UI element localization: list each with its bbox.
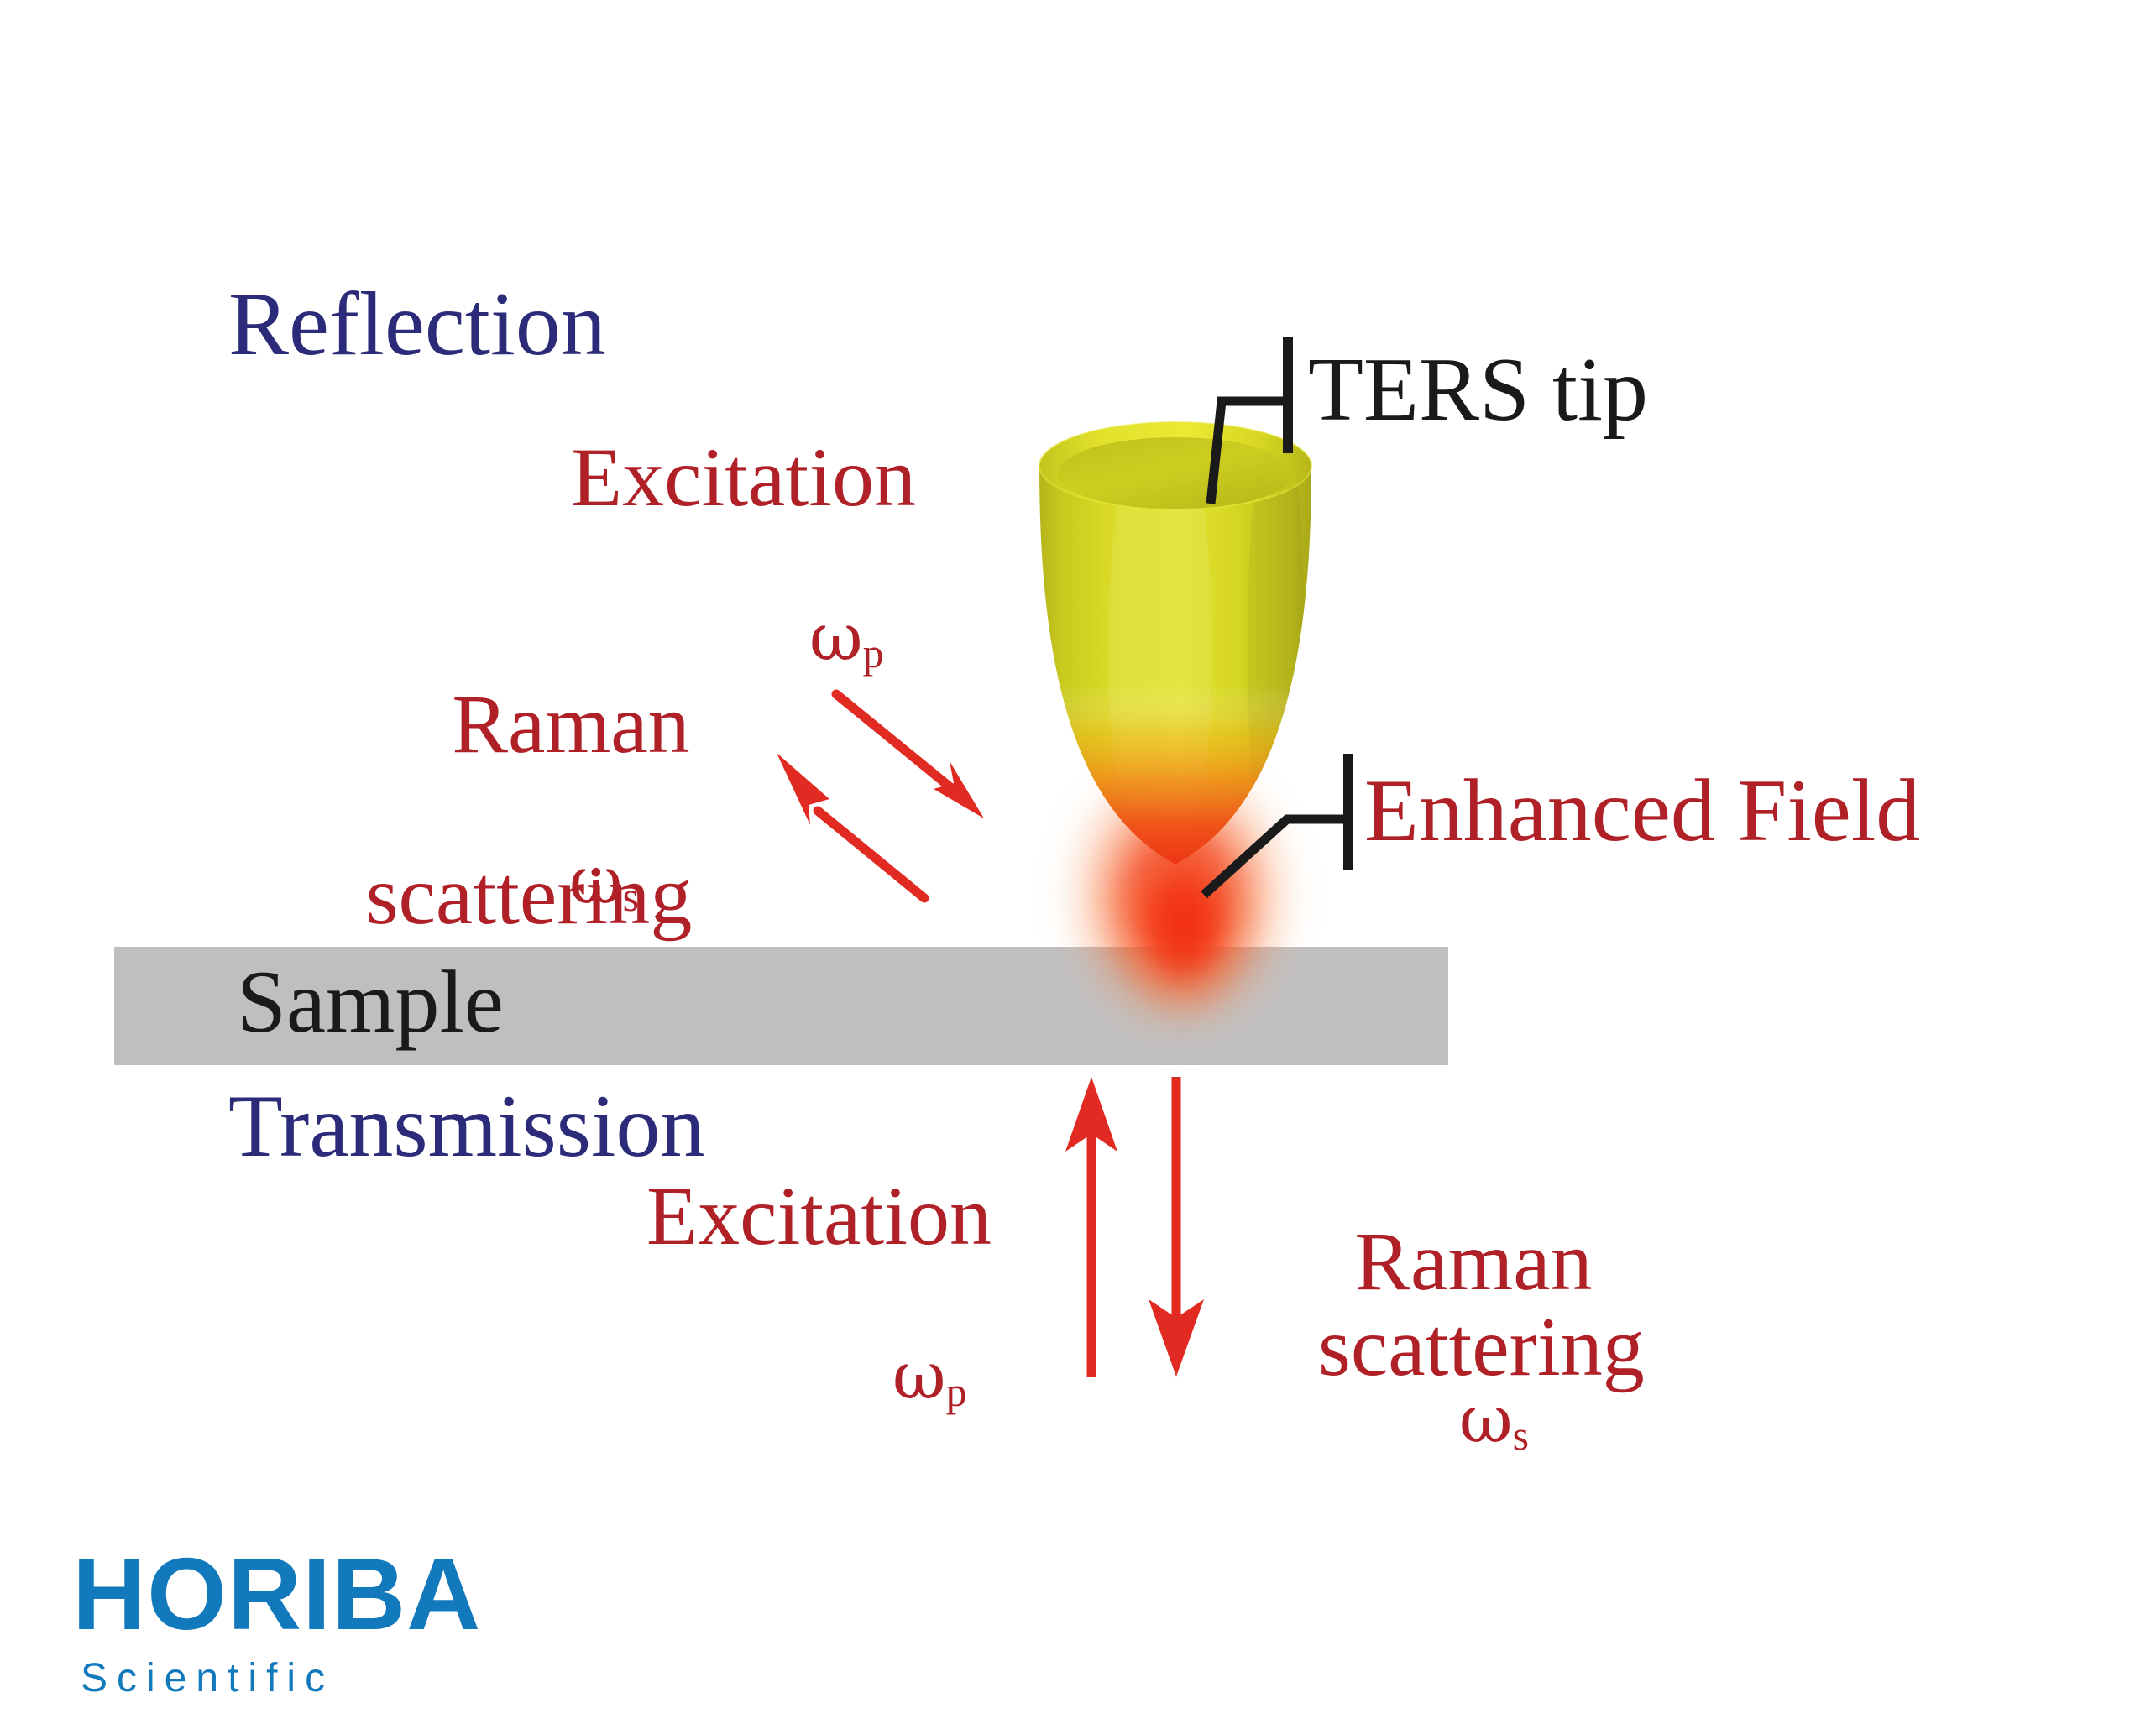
raman-scattering-arrow-reflection: [777, 753, 929, 903]
raman-line-1: Raman: [452, 677, 690, 771]
omega-glyph: ω: [892, 1338, 946, 1414]
omega-glyph: ω: [1459, 1382, 1513, 1458]
excitation-label-transmission: Excitation: [646, 1169, 992, 1262]
raman-scattering-label-reflection: Raman scattering: [336, 596, 722, 1110]
omega-p-symbol-reflection: ωp: [744, 537, 884, 742]
omega-s-symbol-transmission: ωs: [1394, 1319, 1529, 1524]
raman-line-1: Raman: [1354, 1215, 1593, 1308]
ters-tip-label: TERS tip: [1308, 340, 1649, 440]
omega-p-symbol-transmission: ωp: [827, 1276, 967, 1481]
horiba-logo: HORIBA Scientific: [72, 1543, 481, 1699]
reflection-heading: Reflection: [228, 274, 606, 374]
omega-s-symbol-reflection: ωs: [504, 781, 639, 985]
omega-subscript: p: [862, 630, 884, 677]
tip-top-rim: [1039, 421, 1312, 510]
omega-glyph: ω: [569, 843, 623, 919]
omega-glyph: ω: [809, 599, 863, 676]
horiba-tagline: Scientific: [81, 1656, 335, 1700]
enhanced-field-label: Enhanced Field: [1364, 761, 1921, 859]
raman-scattering-arrow-transmission: [1149, 1077, 1204, 1377]
excitation-arrow-transmission: [1065, 1077, 1117, 1377]
transmission-heading: Transmission: [228, 1077, 705, 1175]
raman-line-2: scattering: [365, 849, 693, 942]
sample-label: Sample: [237, 953, 504, 1051]
omega-subscript: s: [1512, 1412, 1530, 1459]
omega-subscript: s: [622, 873, 640, 920]
horiba-wordmark: HORIBA: [72, 1537, 482, 1651]
raman-scattering-label-transmission: Raman scattering: [1234, 1133, 1645, 1476]
raman-line-2: scattering: [1318, 1300, 1645, 1393]
excitation-label-reflection: Excitation: [571, 431, 916, 524]
omega-subscript: p: [945, 1368, 967, 1415]
ters-tip-graphic: [1039, 421, 1312, 865]
